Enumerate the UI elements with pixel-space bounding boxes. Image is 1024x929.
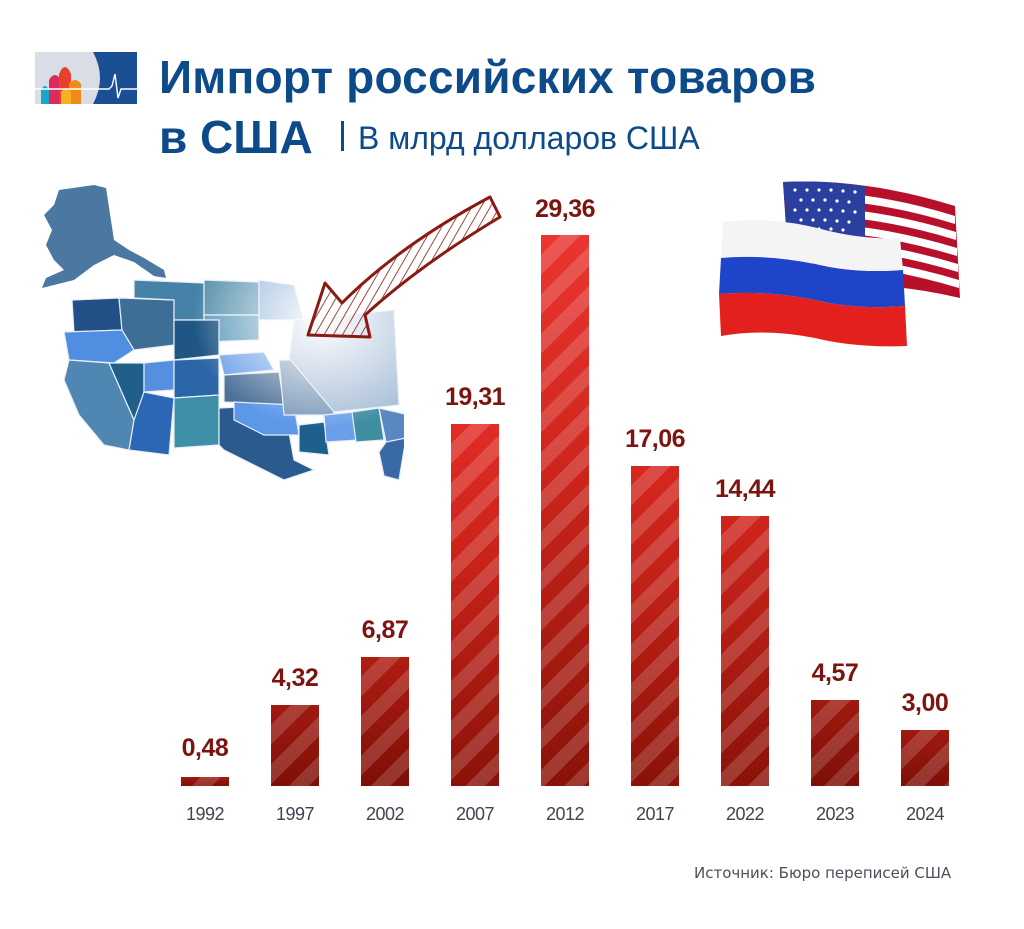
year-label: 1997 [275, 804, 315, 824]
year-label: 1992 [185, 804, 225, 824]
value-label: 14,44 [714, 475, 776, 503]
bar-2024 [901, 730, 949, 786]
bar-2012 [541, 235, 589, 786]
year-label: 2007 [455, 804, 495, 824]
source-note: Источник: Бюро переписей США [694, 864, 952, 882]
bar-2017 [631, 466, 679, 786]
value-label: 17,06 [624, 425, 686, 453]
value-label: 4,32 [271, 664, 319, 692]
value-label: 19,31 [444, 383, 506, 411]
year-label: 2002 [365, 804, 405, 824]
bar-2023 [811, 700, 859, 786]
value-label: 0,48 [181, 734, 229, 762]
bar-2007 [451, 424, 499, 786]
year-label: 2017 [635, 804, 675, 824]
value-label: 3,00 [901, 689, 949, 717]
logo-icon [35, 52, 137, 104]
year-label: 2024 [905, 804, 945, 824]
year-label: 2022 [725, 804, 765, 824]
year-label: 2012 [545, 804, 585, 824]
chart-subtitle: В млрд долларов США [358, 120, 700, 156]
bar-1992 [181, 777, 229, 786]
russia-usa-flags-icon [719, 181, 960, 347]
title-separator [341, 121, 344, 151]
bar-1997 [271, 705, 319, 786]
bar-2022 [721, 516, 769, 786]
bar-2002 [361, 657, 409, 786]
hatched-arrow-icon [306, 195, 502, 339]
value-label: 4,57 [811, 659, 859, 687]
chart-title-line1: Импорт российских товаров [159, 51, 817, 103]
year-label: 2023 [815, 804, 855, 824]
value-label: 6,87 [361, 616, 409, 644]
chart-title-line2: в США [159, 111, 313, 163]
value-label: 29,36 [534, 195, 596, 223]
